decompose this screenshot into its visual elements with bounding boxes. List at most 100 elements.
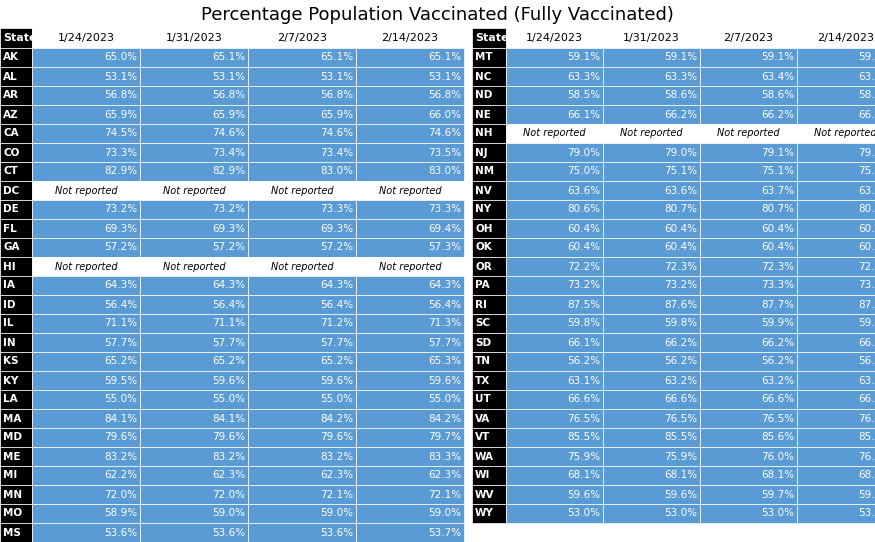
Text: 65.1%: 65.1% (428, 53, 461, 62)
Text: 79.6%: 79.6% (320, 433, 353, 442)
Text: 66.1%: 66.1% (567, 338, 600, 347)
Text: 65.1%: 65.1% (212, 53, 245, 62)
Text: 72.2%: 72.2% (567, 261, 600, 272)
Bar (700, 371, 797, 390)
Bar (0, 86, 32, 105)
Bar (356, 352, 464, 371)
Bar (603, 371, 700, 390)
Bar (32, 162, 140, 181)
Bar (797, 124, 875, 143)
Bar (140, 143, 248, 162)
Text: 71.2%: 71.2% (320, 319, 353, 328)
Text: 1/31/2023: 1/31/2023 (165, 33, 222, 43)
Bar (140, 333, 248, 352)
Text: 1/24/2023: 1/24/2023 (58, 33, 115, 43)
Text: 80.7%: 80.7% (664, 204, 697, 215)
Bar (700, 181, 797, 200)
Text: 79.1%: 79.1% (858, 147, 875, 158)
Text: 68.1%: 68.1% (567, 470, 600, 481)
Text: MS: MS (3, 527, 21, 538)
Bar (32, 428, 140, 447)
Bar (603, 428, 700, 447)
Bar (797, 162, 875, 181)
Bar (700, 447, 797, 466)
Text: KY: KY (3, 376, 18, 385)
Text: LA: LA (3, 395, 18, 404)
Bar (700, 238, 797, 257)
Text: 71.1%: 71.1% (104, 319, 137, 328)
Text: 63.4%: 63.4% (858, 72, 875, 81)
Text: NV: NV (475, 185, 492, 196)
Bar (356, 390, 464, 409)
Text: 57.3%: 57.3% (428, 242, 461, 253)
Bar (140, 124, 248, 143)
Text: 53.0%: 53.0% (858, 508, 875, 519)
Text: 76.0%: 76.0% (761, 451, 794, 461)
Text: 79.0%: 79.0% (567, 147, 600, 158)
Text: MO: MO (3, 508, 22, 519)
Text: 64.3%: 64.3% (212, 281, 245, 291)
Text: 83.0%: 83.0% (320, 166, 353, 177)
Text: GA: GA (3, 242, 19, 253)
Bar (248, 143, 356, 162)
Text: 82.9%: 82.9% (212, 166, 245, 177)
Text: 53.7%: 53.7% (428, 527, 461, 538)
Text: WA: WA (475, 451, 494, 461)
Text: RI: RI (475, 300, 487, 309)
Bar (32, 124, 140, 143)
Text: 83.2%: 83.2% (212, 451, 245, 461)
Text: 58.5%: 58.5% (567, 91, 600, 100)
Bar (797, 257, 875, 276)
Bar (603, 143, 700, 162)
Text: 59.6%: 59.6% (428, 376, 461, 385)
Text: 69.4%: 69.4% (428, 223, 461, 234)
Text: 73.4%: 73.4% (320, 147, 353, 158)
Text: 73.3%: 73.3% (858, 281, 875, 291)
Text: 63.4%: 63.4% (761, 72, 794, 81)
Text: 62.2%: 62.2% (104, 470, 137, 481)
Text: 79.6%: 79.6% (104, 433, 137, 442)
Bar (248, 352, 356, 371)
Bar (603, 409, 700, 428)
Text: DC: DC (3, 185, 19, 196)
Bar (248, 295, 356, 314)
Text: 66.2%: 66.2% (664, 338, 697, 347)
Text: 59.9%: 59.9% (858, 319, 875, 328)
Text: 62.3%: 62.3% (428, 470, 461, 481)
Bar (0, 124, 32, 143)
Text: Not reported: Not reported (163, 185, 226, 196)
Text: 57.7%: 57.7% (428, 338, 461, 347)
Text: 83.2%: 83.2% (104, 451, 137, 461)
Bar (603, 124, 700, 143)
Text: 79.1%: 79.1% (761, 147, 794, 158)
Text: 73.2%: 73.2% (567, 281, 600, 291)
Text: 63.7%: 63.7% (858, 185, 875, 196)
Bar (0, 428, 32, 447)
Bar (0, 67, 32, 86)
Bar (140, 257, 248, 276)
Text: 56.2%: 56.2% (664, 357, 697, 366)
Text: 59.9%: 59.9% (761, 319, 794, 328)
Bar (472, 28, 506, 48)
Bar (797, 105, 875, 124)
Text: 58.9%: 58.9% (104, 508, 137, 519)
Text: 72.3%: 72.3% (664, 261, 697, 272)
Text: SD: SD (475, 338, 491, 347)
Text: MN: MN (3, 489, 22, 500)
Text: HI: HI (3, 261, 16, 272)
Bar (32, 181, 140, 200)
Bar (140, 276, 248, 295)
Bar (248, 219, 356, 238)
Text: 72.0%: 72.0% (104, 489, 137, 500)
Text: Not reported: Not reported (718, 128, 780, 139)
Text: 65.3%: 65.3% (428, 357, 461, 366)
Text: 53.0%: 53.0% (567, 508, 600, 519)
Bar (140, 314, 248, 333)
Bar (603, 181, 700, 200)
Text: 64.3%: 64.3% (428, 281, 461, 291)
Bar (700, 162, 797, 181)
Bar (32, 485, 140, 504)
Text: 59.6%: 59.6% (212, 376, 245, 385)
Text: 59.0%: 59.0% (320, 508, 353, 519)
Text: AR: AR (3, 91, 19, 100)
